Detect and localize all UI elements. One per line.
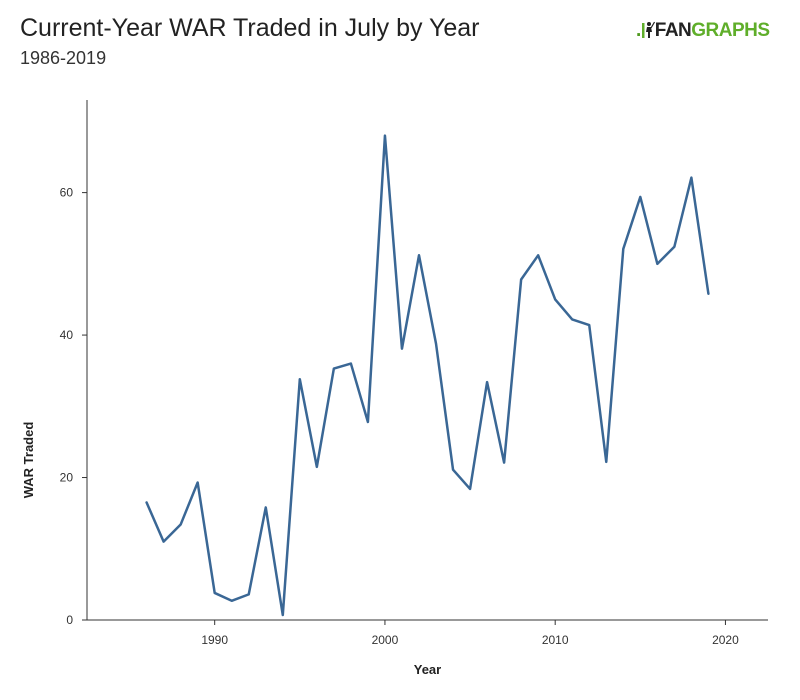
- x-axis-ticks: 1990 2000 2010 2020: [201, 620, 739, 647]
- data-points: [146, 135, 709, 616]
- batter-icon: [641, 21, 655, 38]
- x-axis-title: Year: [414, 662, 441, 677]
- series-line: [145, 134, 710, 617]
- chart-title: Current-Year WAR Traded in July by Year: [20, 14, 480, 42]
- x-tick-label: 1990: [201, 633, 228, 647]
- y-tick-label: 40: [60, 328, 74, 342]
- y-tick-label: 0: [66, 613, 73, 627]
- x-tick-label: 2010: [542, 633, 569, 647]
- logo-fan: FAN: [654, 20, 692, 41]
- x-tick-label: 2000: [372, 633, 399, 647]
- x-tick-label: 2020: [712, 633, 739, 647]
- y-tick-label: 60: [60, 186, 74, 200]
- chart-subtitle: 1986-2019: [20, 48, 107, 68]
- fangraphs-logo[interactable]: . FANGRAPHS: [636, 20, 770, 42]
- y-axis-ticks: 0 20 40 60: [60, 186, 87, 627]
- y-tick-label: 20: [60, 471, 74, 485]
- logo-prefix: .: [636, 20, 641, 41]
- logo-graphs: GRAPHS: [691, 20, 770, 41]
- y-axis-title: WAR Traded: [21, 422, 36, 499]
